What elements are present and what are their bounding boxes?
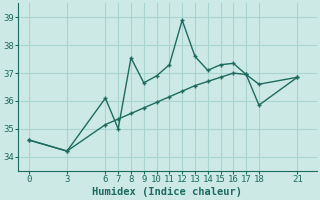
X-axis label: Humidex (Indice chaleur): Humidex (Indice chaleur) bbox=[92, 186, 243, 197]
